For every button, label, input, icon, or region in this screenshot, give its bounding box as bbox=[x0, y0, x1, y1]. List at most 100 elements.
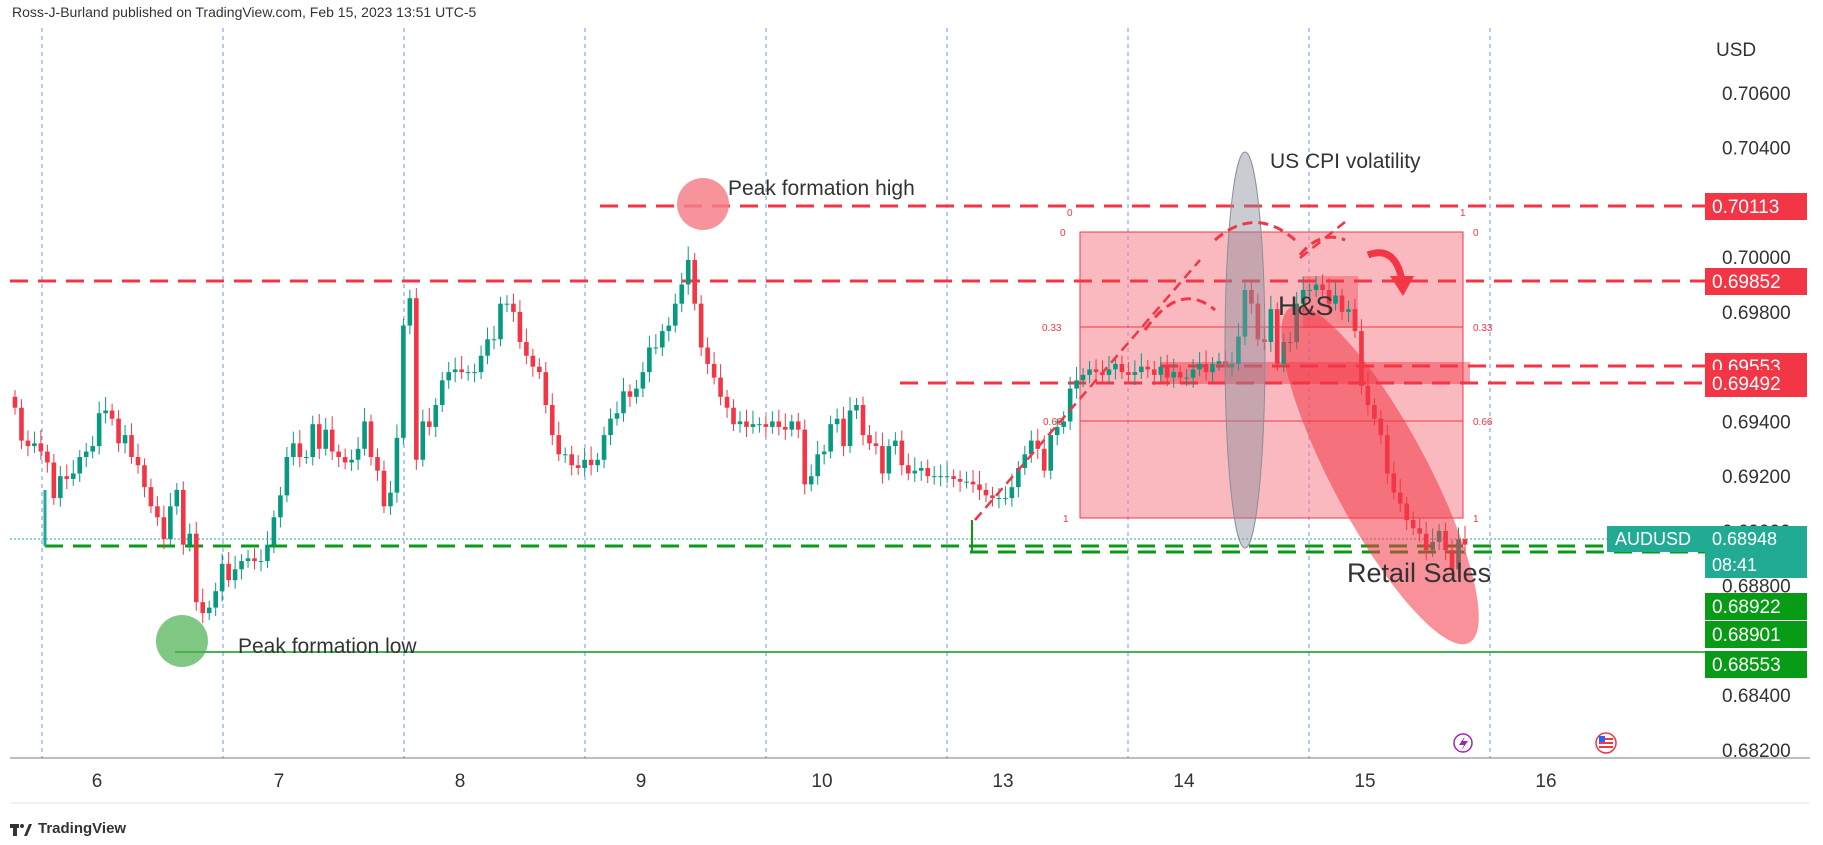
candle-body bbox=[660, 331, 665, 348]
rising-trendline bbox=[974, 259, 1201, 521]
current-price-value: 0.68948 bbox=[1712, 529, 1777, 549]
y-tick-label: 0.70400 bbox=[1722, 139, 1791, 160]
candle-body bbox=[433, 405, 439, 427]
candle-body bbox=[239, 561, 244, 570]
candle-body bbox=[938, 476, 943, 478]
candle-body bbox=[737, 421, 743, 425]
candle-body bbox=[420, 421, 426, 460]
candle-body bbox=[329, 429, 335, 452]
candle-body bbox=[906, 465, 911, 474]
y-tick-label: 0.68400 bbox=[1722, 686, 1791, 707]
candle-body bbox=[1003, 498, 1008, 500]
x-axis: 6 7 8 9 10 13 14 15 16 bbox=[92, 771, 1557, 792]
candle-body bbox=[621, 391, 626, 414]
current-symbol: AUDUSD bbox=[1615, 529, 1691, 549]
candle-body bbox=[990, 495, 995, 499]
candle-body bbox=[511, 303, 516, 312]
candle-body bbox=[918, 467, 924, 471]
candle-body bbox=[549, 405, 555, 436]
candle-body bbox=[1333, 295, 1338, 304]
candle-body bbox=[795, 421, 801, 430]
candle-body bbox=[783, 426, 788, 430]
candle-body bbox=[770, 421, 775, 427]
candle-body bbox=[161, 517, 167, 540]
candle-body bbox=[821, 451, 827, 455]
countdown-timer: 08:41 bbox=[1712, 555, 1757, 575]
candle-body bbox=[368, 421, 374, 458]
candle-body bbox=[582, 459, 587, 468]
candle-body bbox=[491, 339, 497, 341]
candle-body bbox=[303, 457, 309, 459]
cpi-label: US CPI volatility bbox=[1270, 150, 1421, 173]
candle-body bbox=[575, 465, 581, 468]
candle-body bbox=[478, 355, 484, 373]
candle-body bbox=[808, 476, 814, 485]
candle-body bbox=[1249, 290, 1254, 304]
candle-body bbox=[653, 347, 659, 349]
price-tag-bg bbox=[1705, 193, 1807, 220]
candle-body bbox=[362, 421, 367, 449]
price-tag-value: 0.68922 bbox=[1712, 597, 1781, 618]
x-tick-label: 8 bbox=[455, 771, 466, 792]
candle-body bbox=[1171, 372, 1177, 378]
candle-body bbox=[944, 476, 950, 478]
price-tag-value: 0.69492 bbox=[1712, 374, 1781, 395]
candle-body bbox=[187, 533, 193, 545]
candle-body bbox=[588, 459, 594, 466]
rising-trendline-ext bbox=[1299, 221, 1346, 259]
candle-body bbox=[1158, 366, 1164, 375]
candle-body bbox=[1313, 284, 1319, 290]
candle-body bbox=[828, 424, 833, 452]
candle-body bbox=[25, 440, 31, 447]
candle-body bbox=[245, 558, 251, 562]
candle-body bbox=[711, 363, 717, 378]
footer-brand: TradingView bbox=[10, 820, 126, 837]
candle-body bbox=[297, 443, 303, 458]
price-tag-value: 0.68901 bbox=[1712, 625, 1781, 646]
candle-body bbox=[1028, 440, 1034, 455]
candle-body bbox=[381, 470, 387, 507]
candle-body bbox=[530, 355, 536, 367]
candle-body bbox=[407, 298, 413, 326]
candle-body bbox=[1462, 539, 1468, 545]
candle-body bbox=[802, 429, 808, 485]
candle-body bbox=[731, 407, 736, 425]
candle-body bbox=[893, 440, 898, 447]
peak-high-marker bbox=[677, 178, 729, 230]
price-tags: 0.701130.698520.695530.694920.689220.689… bbox=[1705, 193, 1807, 678]
candle-body bbox=[168, 506, 173, 540]
candle-body bbox=[174, 489, 180, 507]
candle-body bbox=[206, 607, 212, 614]
hs-label: H&S bbox=[1278, 291, 1334, 321]
x-tick-label: 10 bbox=[811, 771, 832, 792]
candle-body bbox=[504, 303, 510, 305]
us-flag-icon[interactable] bbox=[1595, 732, 1617, 754]
candle-body bbox=[614, 413, 620, 419]
candle-body bbox=[155, 506, 160, 518]
candle-body bbox=[1145, 366, 1151, 370]
candle-body bbox=[524, 342, 529, 356]
y-tick-label: 0.70000 bbox=[1722, 248, 1791, 269]
price-tag-bg bbox=[1705, 593, 1807, 620]
x-tick-label: 13 bbox=[992, 771, 1013, 792]
x-tick-label: 9 bbox=[636, 771, 647, 792]
candle-body bbox=[316, 424, 322, 449]
candle-body bbox=[627, 391, 633, 397]
candle-body bbox=[608, 418, 613, 436]
candle-body bbox=[685, 259, 691, 285]
candle-body bbox=[213, 591, 218, 608]
candle-body bbox=[957, 478, 963, 482]
fib-label-left-1: 1 bbox=[1063, 514, 1069, 525]
lightning-icon[interactable] bbox=[1453, 733, 1473, 753]
candle-body bbox=[841, 418, 846, 447]
candle-body bbox=[1126, 372, 1131, 375]
fib-label-left-0: 0 bbox=[1060, 228, 1066, 239]
candle-body bbox=[763, 424, 769, 427]
y-tick-label: 0.68200 bbox=[1722, 741, 1791, 762]
candle-body bbox=[1080, 374, 1086, 381]
candle-body bbox=[439, 380, 445, 405]
cpi-volatility-ellipse bbox=[1224, 151, 1266, 549]
candle-body bbox=[1087, 369, 1092, 375]
candle-body bbox=[64, 476, 70, 479]
